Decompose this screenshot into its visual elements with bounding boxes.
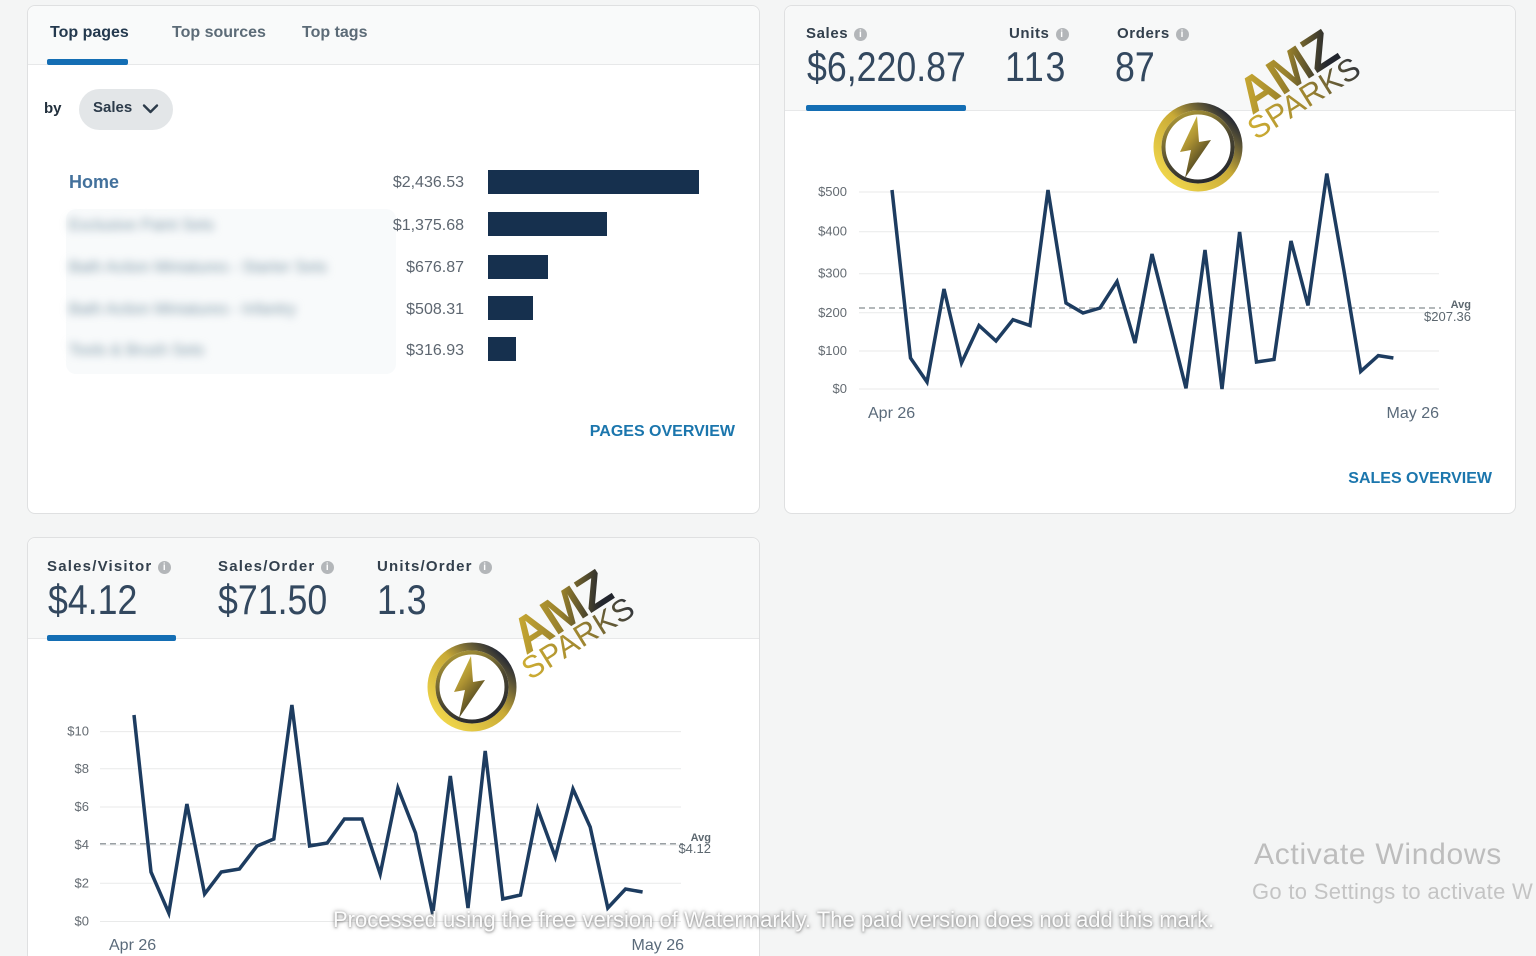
svg-text:$0: $0 [75, 914, 89, 929]
svg-text:$207.36: $207.36 [1424, 309, 1471, 324]
svg-text:$200: $200 [818, 305, 847, 320]
svg-text:$400: $400 [818, 224, 847, 239]
svg-text:$2: $2 [75, 875, 89, 890]
svg-text:Avg: Avg [691, 832, 711, 844]
svg-text:May 26: May 26 [1387, 405, 1440, 422]
svg-text:$500: $500 [818, 184, 847, 199]
svg-text:$10: $10 [67, 724, 89, 739]
svg-text:$100: $100 [818, 343, 847, 358]
svg-text:$300: $300 [818, 266, 847, 281]
svg-text:$8: $8 [75, 761, 89, 776]
svg-text:$0: $0 [833, 381, 847, 396]
svg-text:$4: $4 [75, 837, 89, 852]
svg-text:$6: $6 [75, 799, 89, 814]
svg-text:May 26: May 26 [632, 937, 685, 954]
svg-text:Avg: Avg [1451, 299, 1471, 311]
svg-text:$4.12: $4.12 [678, 841, 711, 856]
svg-text:Apr 26: Apr 26 [109, 937, 156, 954]
svg-text:Apr 26: Apr 26 [868, 405, 915, 422]
